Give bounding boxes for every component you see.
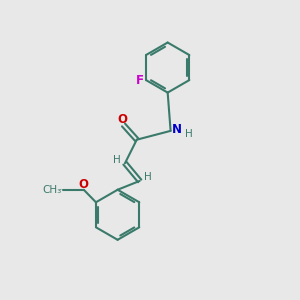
Text: CH₃: CH₃ <box>42 185 62 195</box>
Text: N: N <box>172 123 182 136</box>
Text: methoxy: methoxy <box>60 188 66 190</box>
Text: F: F <box>136 74 143 87</box>
Text: H: H <box>144 172 152 182</box>
Text: O: O <box>117 113 127 126</box>
Text: O: O <box>79 178 89 191</box>
Text: H: H <box>185 129 193 140</box>
Text: H: H <box>113 155 121 165</box>
